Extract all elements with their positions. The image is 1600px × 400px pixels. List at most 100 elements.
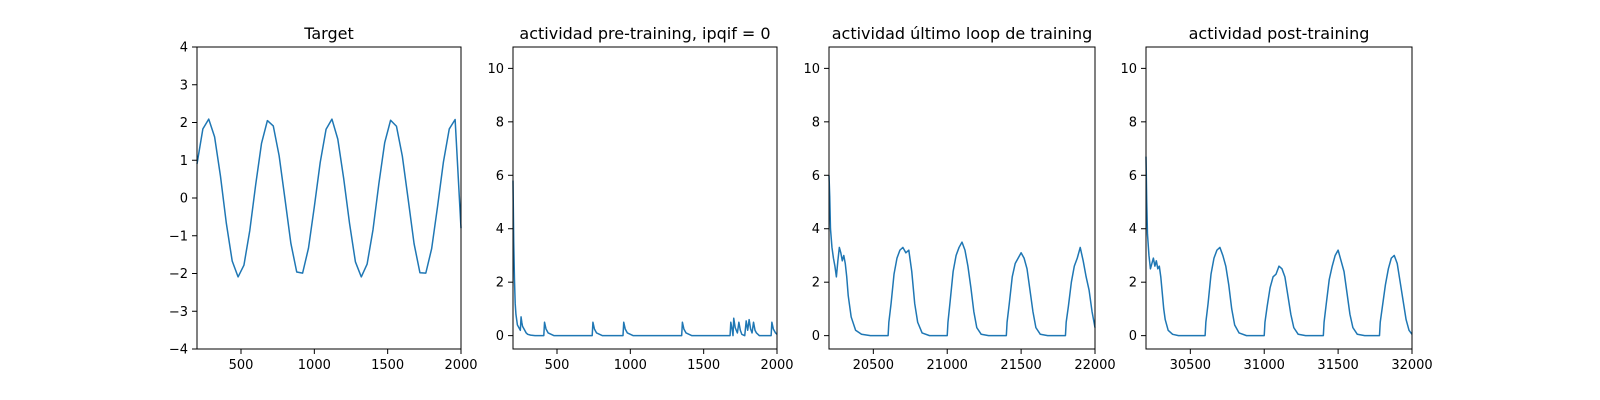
data-point [1026,268,1028,270]
data-point [624,328,626,330]
data-point [737,332,739,334]
data-point [988,335,990,337]
data-point [1167,329,1169,331]
data-point [976,327,978,329]
data-point [1278,265,1280,267]
data-point [372,229,374,231]
data-point [1408,329,1410,331]
data-point [1399,281,1401,283]
data-point [1213,257,1215,259]
data-point [1040,334,1042,336]
data-point [592,321,594,323]
data-point [524,329,526,331]
data-point [964,249,966,251]
data-point [1238,332,1240,334]
data-point [741,334,743,336]
data-point [425,272,427,274]
data-point [530,334,532,336]
data-point [314,206,316,208]
y-tick-label: 6 [812,169,820,184]
data-point [1246,335,1248,337]
y-tick-label: 10 [487,62,504,77]
data-point [1006,321,1008,323]
data-point [220,175,222,177]
data-point [730,321,732,323]
data-point [402,155,404,157]
y-tick-label: −3 [169,305,188,320]
data-point [1156,260,1158,262]
data-point [1325,303,1327,305]
y-tick-label: 0 [496,329,504,344]
data-point [1020,252,1022,254]
data-point [632,335,634,337]
x-tick-label: 1500 [687,358,720,373]
data-point [1187,335,1189,337]
data-point [591,335,593,337]
data-point [520,329,522,331]
y-tick-label: 1 [180,154,188,169]
x-tick-label: 22000 [1074,358,1115,373]
y-tick-label: 0 [1129,329,1137,344]
data-point [1405,319,1407,321]
data-point [842,260,844,262]
data-point [1047,335,1049,337]
data-point [343,178,345,180]
y-tick-label: 2 [496,276,504,291]
data-point [733,317,735,319]
data-point [1346,292,1348,294]
data-point [840,252,842,254]
data-point [419,272,421,274]
y-tick-label: 8 [1129,115,1137,130]
data-point [1228,284,1230,286]
data-point [961,241,963,243]
data-point [407,199,409,201]
data-point [1340,260,1342,262]
data-point [747,329,749,331]
data-point [769,335,771,337]
x-tick-label: 21500 [1000,358,1041,373]
data-point [973,311,975,313]
data-point [1357,334,1359,336]
x-tick-label: 2000 [760,358,793,373]
data-point [955,255,957,257]
data-point [214,136,216,138]
data-point [1071,281,1073,283]
data-point [750,328,752,330]
data-point [929,335,931,337]
data-point [757,334,759,336]
data-point [1157,268,1159,270]
data-point [208,118,210,120]
data-point [366,263,368,265]
y-tick-label: 4 [496,222,504,237]
data-point [522,325,524,327]
data-point [1328,279,1330,281]
data-point [1210,273,1212,275]
x-tick-label: 500 [229,358,254,373]
data-point [846,276,848,278]
data-point [1379,335,1381,337]
data-point [890,303,892,305]
y-tick-label: 10 [803,62,820,77]
data-point [622,335,624,337]
y-tick-label: 3 [180,78,188,93]
data-point [431,248,433,250]
data-point [267,120,269,122]
data-point [1065,321,1067,323]
data-point [1014,263,1016,265]
data-point [255,184,257,186]
data-point [1161,292,1163,294]
y-tick-label: −1 [169,229,188,244]
data-point [1284,276,1286,278]
data-point [534,335,536,337]
data-point [896,257,898,259]
x-tick-label: 30500 [1170,358,1211,373]
data-point [1349,313,1351,315]
data-point [1159,265,1161,267]
data-point [771,321,773,323]
data-point [272,125,274,127]
subplot-title: actividad último loop de training [832,24,1093,43]
data-point [278,155,280,157]
y-tick-label: 8 [496,115,504,130]
data-point [1266,305,1268,307]
